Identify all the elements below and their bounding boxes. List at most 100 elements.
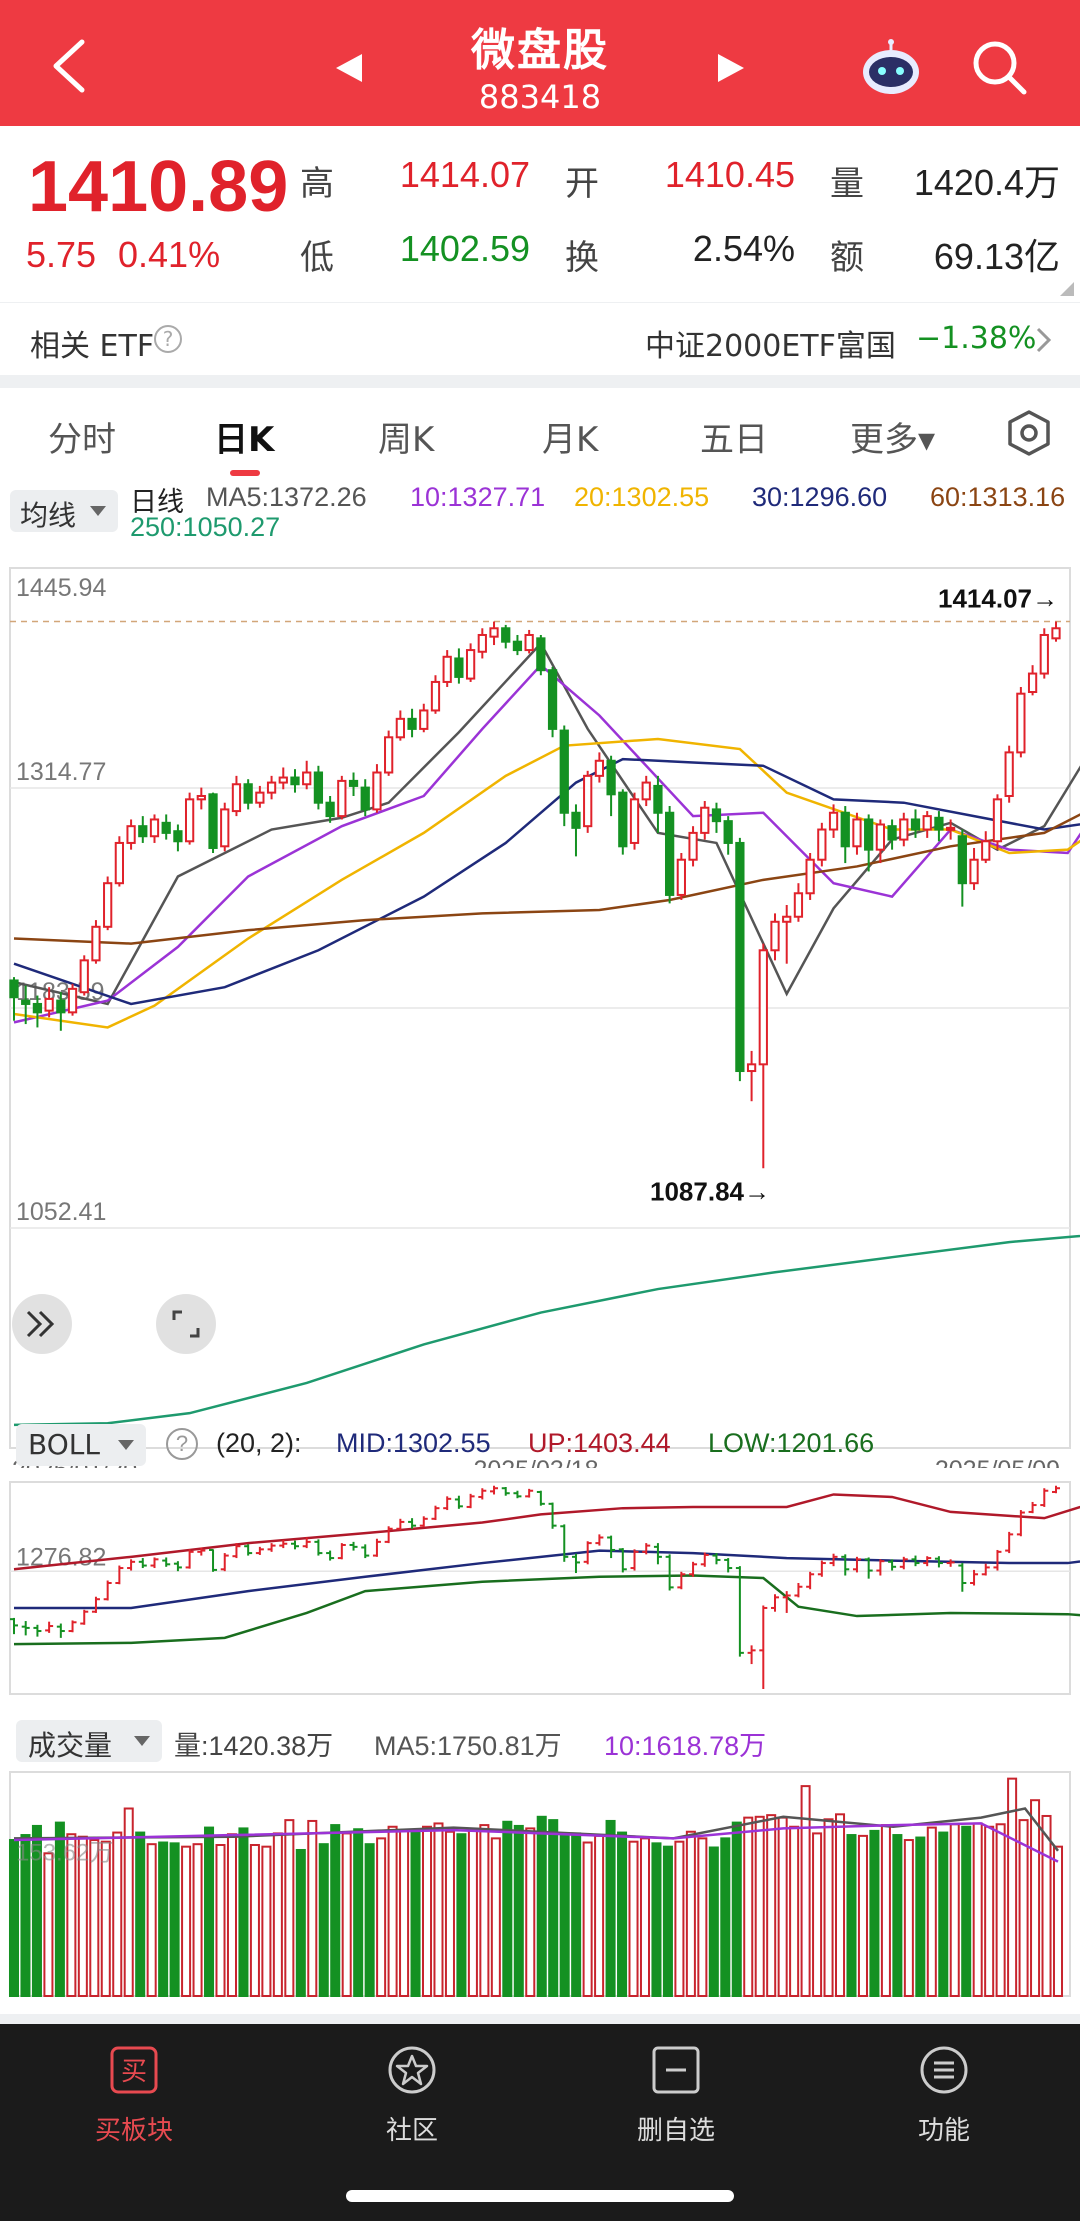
nav-functions[interactable]: 功能 [864,2044,1024,2147]
ohlc-bar [993,1549,1002,1571]
volume-bar [938,1831,949,1998]
robot-assistant-icon[interactable] [858,38,924,98]
volume-bar [766,1814,777,1997]
volume-bar [421,1825,433,1997]
volume-bar [926,1826,937,1997]
candle-body [372,771,382,811]
candle-body [184,798,195,843]
nav-community[interactable]: 社区 [332,2044,492,2147]
ohlc-bar [443,1496,452,1511]
tab-daily-k[interactable]: 日K [214,420,275,460]
tab-intraday[interactable]: 分时 [48,420,116,460]
price-change-percent: 0.41% [118,234,221,275]
search-icon[interactable] [970,38,1028,96]
candle-body [793,892,804,918]
volume-selector[interactable]: 成交量 [16,1720,162,1762]
candle-body [1039,633,1049,675]
candle [302,760,312,790]
nav-remove-watchlist[interactable]: 删自选 [596,2044,756,2147]
tab-weekly-k[interactable]: 周K [378,420,435,460]
volume-bar [204,1826,215,1997]
ohlc-bar [220,1553,229,1572]
candle [957,829,967,907]
boll-line-LOW [13,1574,1080,1646]
candle [419,703,429,733]
expand-left-button[interactable] [12,1294,72,1354]
candle-body [606,759,616,796]
y-axis-tick-label: 1052.41 [16,1198,106,1226]
ohlc-bar [876,1559,885,1576]
volume-bar [800,1785,811,1998]
ohlc-bar [642,1543,651,1555]
candle [688,826,698,867]
stock-code: 883418 [478,78,602,116]
candle [875,819,886,864]
boll-chart[interactable]: 1276.82 [0,1478,1080,1698]
candle-body [243,783,253,804]
ohlc-bar [501,1486,510,1496]
amount-value: 69.13亿 [933,236,1060,277]
candle [770,913,780,961]
related-etf-row[interactable]: 相关 ETF ? 中证2000ETF富国 −1.38% [0,303,1080,375]
volume-bar [536,1815,547,1997]
ohlc-bar [290,1540,299,1550]
tab-more[interactable]: 更多▾ [850,420,936,460]
ohlc-bar [970,1569,979,1586]
candle-body [138,825,148,838]
candle [501,624,511,649]
ohlc-bar [934,1556,943,1568]
ohlc-bar [677,1571,686,1590]
tab-monthly-k[interactable]: 月K [542,420,599,460]
candle-body [934,816,944,831]
candle-body [805,858,815,895]
candle [489,621,499,646]
ma-toggle-button[interactable]: 均线 [10,490,118,532]
ma-legend-ma5: MA5:1372.26 [206,482,367,512]
boll-up: UP:1403.44 [528,1428,671,1458]
nav-remove-watchlist-label: 删自选 [636,2116,715,2146]
volume-bar [869,1829,880,1998]
boll-selector[interactable]: BOLL [16,1424,146,1466]
volume-bar [892,1834,903,1997]
corner-fold-icon [1060,282,1074,296]
volume-bar [31,1824,42,1998]
candle-body [220,808,230,848]
ohlc-bar [595,1534,604,1546]
candle-body [290,776,300,786]
volume-bar [376,1837,387,1997]
etf-name: 中证2000ETF富国 [645,329,896,364]
menu-icon [920,2046,968,2094]
help-icon[interactable]: ? [154,325,182,353]
candle-body [887,825,897,841]
volume-bar [387,1825,398,1997]
nav-buy-sector-label: 买板块 [94,2116,173,2146]
ohlc-bar [899,1556,908,1570]
candle-body [758,949,768,1066]
dropdown-triangle-icon [118,1440,134,1450]
ohlc-bar [349,1541,358,1551]
ma-line-60 [13,813,1080,945]
tab-five-day[interactable]: 五日 [700,420,768,460]
volume-bar [249,1844,260,1998]
volume-bar [54,1821,65,1997]
candle [1039,628,1049,679]
volume-bar [559,1832,570,1997]
candle [372,764,382,813]
volume-chart[interactable]: 153.62万 [0,1768,1080,2000]
candle-body [395,717,405,739]
nav-buy-sector[interactable]: 买 买板块 [54,2044,214,2147]
collapse-chart-button[interactable] [156,1294,216,1354]
candle-body [910,818,921,831]
ohlc-bar [115,1565,124,1585]
boll-help-icon[interactable]: ? [166,1428,198,1460]
candlestick-chart[interactable]: 1445.941314.771183.591052.41921.231414.0… [0,548,1080,1468]
etf-change-percent: −1.38% [916,321,1037,356]
volume-bar [995,1823,1006,1998]
candle [934,811,944,842]
previous-stock-icon[interactable] [332,50,368,86]
next-stock-icon[interactable] [712,50,748,86]
settings-hexagon-icon[interactable] [1006,410,1052,456]
candle-body [325,801,335,818]
back-arrow-icon[interactable] [48,38,92,94]
volume-indicator-label: 成交量 [28,1729,113,1762]
